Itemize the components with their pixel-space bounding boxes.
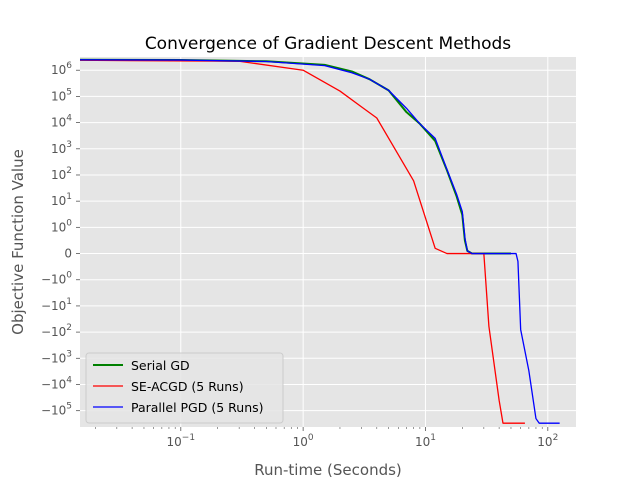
y-tick-label: −103 (41, 349, 72, 365)
y-tick-label: 101 (51, 192, 72, 208)
y-tick-label: 104 (51, 114, 72, 130)
series-lines (80, 58, 560, 424)
x-tick-label: 101 (415, 433, 436, 449)
series-line-2 (80, 59, 560, 424)
legend-label-se-acgd: SE-ACGD (5 Runs) (131, 379, 244, 394)
legend-label-parallel-pgd: Parallel PGD (5 Runs) (131, 400, 264, 415)
y-tick-label: −100 (41, 271, 72, 287)
y-axis-label: Objective Function Value (9, 149, 27, 335)
series-line-1 (80, 59, 525, 424)
y-tick-label: −102 (41, 323, 72, 339)
y-tick-label: 103 (51, 140, 72, 156)
y-tick-label: 106 (51, 61, 72, 77)
y-tick-label: 100 (51, 218, 72, 234)
legend-box (85, 352, 284, 424)
y-tick-label: 105 (51, 87, 72, 103)
legend: Serial GD SE-ACGD (5 Runs) Parallel PGD … (85, 352, 284, 424)
legend-label-serial-gd: Serial GD (131, 358, 190, 373)
x-tick-label: 100 (293, 433, 314, 449)
x-tick-label: 10−1 (167, 433, 196, 449)
chart-title: Convergence of Gradient Descent Methods (145, 34, 511, 54)
x-axis-label: Run-time (Seconds) (254, 461, 402, 479)
y-tick-label: −104 (41, 375, 72, 391)
x-tick-label: 102 (537, 433, 558, 449)
y-tick-label: 102 (51, 166, 72, 182)
y-tick-label: −101 (41, 297, 72, 313)
y-tick-label: −105 (41, 402, 72, 418)
tick-labels: 10−1 100 101 102 106 105 104 103 102 101 100 0 −100 −… (41, 61, 558, 449)
grid-lines (80, 57, 576, 427)
y-tick-label: 0 (64, 247, 72, 261)
